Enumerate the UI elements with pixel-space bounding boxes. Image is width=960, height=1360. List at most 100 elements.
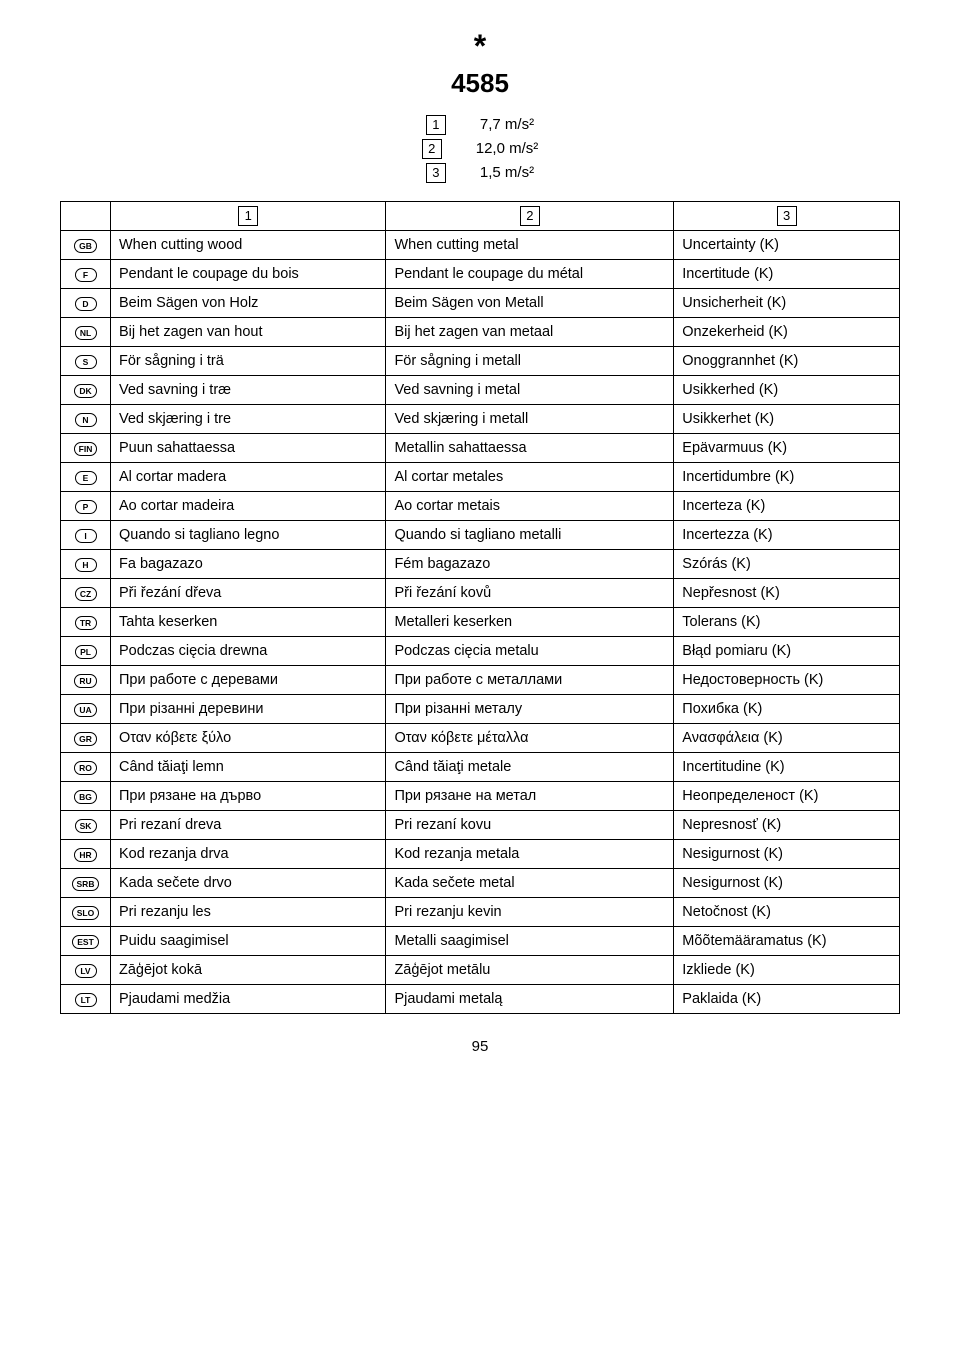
table-row: SRBKada sečete drvoKada sečete metalNesi…: [61, 869, 900, 898]
cell: Kada sečete metal: [386, 869, 674, 898]
country-code-cell: P: [61, 492, 111, 521]
cell: Quando si tagliano metalli: [386, 521, 674, 550]
cell: Când tăiaţi metale: [386, 753, 674, 782]
table-row: UAПри різанні деревиниПри різанні металу…: [61, 695, 900, 724]
spec-row: 212,0 m/s²: [422, 137, 539, 161]
country-code-cell: GB: [61, 231, 111, 260]
column-header: 2: [386, 202, 674, 231]
cell: Podczas cięcia metalu: [386, 637, 674, 666]
cell: Неопределеност (K): [674, 782, 900, 811]
table-row: NVed skjæring i treVed skjæring i metall…: [61, 405, 900, 434]
country-code-pill: BG: [74, 790, 97, 804]
cell: Bij het zagen van metaal: [386, 318, 674, 347]
table-row: HFa bagazazoFém bagazazoSzórás (K): [61, 550, 900, 579]
spec-row: 31,5 m/s²: [426, 161, 534, 185]
cell: При работе с металлами: [386, 666, 674, 695]
country-code-cell: GR: [61, 724, 111, 753]
cell: Zāģējot kokā: [111, 956, 386, 985]
country-code-cell: UA: [61, 695, 111, 724]
table-row: EAl cortar maderaAl cortar metalesIncert…: [61, 463, 900, 492]
country-code-cell: NL: [61, 318, 111, 347]
country-code-pill: S: [75, 355, 97, 369]
translation-table: 123GBWhen cutting woodWhen cutting metal…: [60, 201, 900, 1014]
table-row: IQuando si tagliano legnoQuando si tagli…: [61, 521, 900, 550]
table-row: FINPuun sahattaessaMetallin sahattaessaE…: [61, 434, 900, 463]
cell: Fa bagazazo: [111, 550, 386, 579]
cell: При работе с деревами: [111, 666, 386, 695]
country-code-cell: SLO: [61, 898, 111, 927]
cell: Ved savning i metal: [386, 376, 674, 405]
cell: Kada sečete drvo: [111, 869, 386, 898]
cell: Nesigurnost (K): [674, 869, 900, 898]
cell: Při řezání dřeva: [111, 579, 386, 608]
cell: Ved skjæring i metall: [386, 405, 674, 434]
country-code-pill: TR: [75, 616, 97, 630]
country-code-cell: LT: [61, 985, 111, 1014]
country-code-pill: P: [75, 500, 97, 514]
spec-value: 7,7 m/s²: [480, 113, 534, 137]
table-row: PAo cortar madeiraAo cortar metaisIncert…: [61, 492, 900, 521]
cell: Tahta keserken: [111, 608, 386, 637]
country-code-cell: FIN: [61, 434, 111, 463]
cell: Nesigurnost (K): [674, 840, 900, 869]
cell: För sågning i metall: [386, 347, 674, 376]
country-code-cell: HR: [61, 840, 111, 869]
cell: Onzekerheid (K): [674, 318, 900, 347]
cell: Zāģējot metālu: [386, 956, 674, 985]
cell: Nepresnosť (K): [674, 811, 900, 840]
country-code-pill: CZ: [75, 587, 97, 601]
country-code-pill: RO: [74, 761, 97, 775]
country-code-cell: EST: [61, 927, 111, 956]
cell: Puidu saagimisel: [111, 927, 386, 956]
country-code-pill: RU: [74, 674, 96, 688]
cell: Incertitude (K): [674, 260, 900, 289]
cell: Pri rezanju kevin: [386, 898, 674, 927]
cell: Ανασφάλεια (K): [674, 724, 900, 753]
country-code-pill: UA: [74, 703, 96, 717]
cell: При рязане на дърво: [111, 782, 386, 811]
cell: Incertezza (K): [674, 521, 900, 550]
country-code-cell: RO: [61, 753, 111, 782]
cell: Izkliede (K): [674, 956, 900, 985]
table-row: RO Când tăiaţi lemnCând tăiaţi metaleInce…: [61, 753, 900, 782]
cell: Kod rezanja metala: [386, 840, 674, 869]
cell: Błąd pomiaru (K): [674, 637, 900, 666]
cell: Când tăiaţi lemn: [111, 753, 386, 782]
cell: Szórás (K): [674, 550, 900, 579]
cell: Puun sahattaessa: [111, 434, 386, 463]
country-code-pill: N: [75, 413, 97, 427]
cell: Metalli saagimisel: [386, 927, 674, 956]
cell: Incertitudine (K): [674, 753, 900, 782]
table-row: GBWhen cutting woodWhen cutting metalUnc…: [61, 231, 900, 260]
cell: Nepřesnost (K): [674, 579, 900, 608]
country-code-cell: RU: [61, 666, 111, 695]
cell: Pri rezanju les: [111, 898, 386, 927]
country-code-pill: NL: [75, 326, 97, 340]
country-code-pill: LT: [75, 993, 97, 1007]
cell: Při řezání kovů: [386, 579, 674, 608]
country-code-cell: PL: [61, 637, 111, 666]
header-empty-cell: [61, 202, 111, 231]
country-code-pill: SK: [75, 819, 97, 833]
country-code-pill: F: [75, 268, 97, 282]
country-code-cell: LV: [61, 956, 111, 985]
country-code-cell: E: [61, 463, 111, 492]
cell: Beim Sägen von Holz: [111, 289, 386, 318]
star-symbol: *: [60, 30, 900, 62]
country-code-cell: I: [61, 521, 111, 550]
cell: When cutting metal: [386, 231, 674, 260]
cell: Metallin sahattaessa: [386, 434, 674, 463]
cell: Ao cortar madeira: [111, 492, 386, 521]
cell: Οταν κόβετε μέταλλα: [386, 724, 674, 753]
table-row: SLOPri rezanju lesPri rezanju kevinNetoč…: [61, 898, 900, 927]
table-row: DBeim Sägen von HolzBeim Sägen von Metal…: [61, 289, 900, 318]
cell: Ao cortar metais: [386, 492, 674, 521]
cell: Al cortar metales: [386, 463, 674, 492]
cell: При рязане на метал: [386, 782, 674, 811]
table-row: ESTPuidu saagimiselMetalli saagimiselMõõ…: [61, 927, 900, 956]
country-code-cell: CZ: [61, 579, 111, 608]
cell: Epävarmuus (K): [674, 434, 900, 463]
country-code-pill: PL: [75, 645, 97, 659]
table-row: CZ Při řezání dřevaPři řezání kovůNepřesn…: [61, 579, 900, 608]
table-row: DKVed savning i træVed savning i metalUs…: [61, 376, 900, 405]
